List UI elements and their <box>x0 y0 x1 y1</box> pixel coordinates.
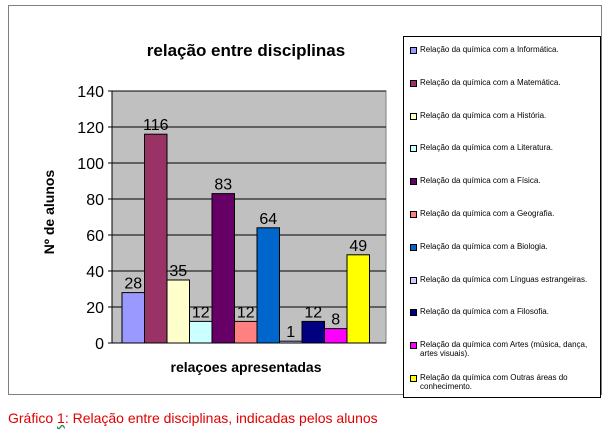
legend-swatch <box>410 145 417 153</box>
bar-value-label: 12 <box>237 304 255 321</box>
caption-number: 1 <box>57 410 65 426</box>
bar-value-label: 28 <box>124 276 142 293</box>
bar <box>324 328 348 344</box>
bar <box>211 193 235 344</box>
legend-label: Relação da química com a Matemática. <box>420 77 561 87</box>
legend-label: Relação da química com a Informática. <box>420 45 559 54</box>
legend-item: Relação da química com Outras áreas do c… <box>410 373 598 391</box>
legend-item: Relação da química com a Filosofia. <box>410 307 598 317</box>
y-tick-label: 40 <box>86 264 104 281</box>
chart-legend: Relação da química com a Informática. Rel… <box>403 36 601 398</box>
y-tick-label: 20 <box>86 300 104 317</box>
legend-label: Relação da química com a Geografia. <box>420 209 555 218</box>
bar-value-label: 12 <box>192 304 210 321</box>
legend-swatch <box>410 112 417 120</box>
y-tick-label: 100 <box>77 156 104 173</box>
legend-swatch <box>410 47 417 54</box>
chart-frame: 0 20 40 60 80 100 120 140 28 116 35 12 83 12 64 1 12 8 49 r… <box>8 5 602 398</box>
legend-label: Relação da química com Línguas estrangei… <box>420 274 588 284</box>
legend-swatch <box>410 79 417 87</box>
legend-swatch <box>410 309 417 317</box>
bar-value-label: 64 <box>259 211 277 228</box>
legend-label: Relação da química com a Filosofia. <box>420 307 549 317</box>
bar-value-label: 49 <box>349 238 367 255</box>
legend-swatch <box>410 243 417 251</box>
legend-item: Relação da química com a Geografia. <box>410 209 598 218</box>
bar-value-label: 12 <box>304 304 322 321</box>
legend-item: Relação da química com a Informática. <box>410 45 598 54</box>
bar <box>234 320 258 344</box>
bar-value-label: 83 <box>214 177 232 194</box>
y-tick-label: 80 <box>86 192 104 209</box>
bar-chart: 0 20 40 60 80 100 120 140 28 116 35 12 83 12 64 1 12 8 49 r… <box>41 41 387 375</box>
y-tick-label: 120 <box>77 120 104 137</box>
chart-title: relação entre disciplinas <box>147 41 345 60</box>
legend-swatch <box>410 375 417 382</box>
legend-swatch <box>410 276 417 284</box>
legend-item: Relação da química com a Literatura. <box>410 143 598 153</box>
bar <box>121 292 145 344</box>
legend-label: Relação da química com Outras áreas do c… <box>420 373 568 391</box>
figure-caption: Gráfico 1: Relação entre disciplinas, in… <box>8 410 378 426</box>
legend-item: Relação da química com Línguas estrangei… <box>410 275 598 284</box>
bar-value-label: 116 <box>143 117 169 134</box>
bar <box>256 227 280 344</box>
y-tick-label: 140 <box>77 84 104 101</box>
y-axis-label: Nº de alunos <box>41 170 57 255</box>
bar <box>189 320 213 344</box>
legend-item: Relação da química com a Física. <box>410 176 598 186</box>
y-tick-label: 60 <box>86 228 104 245</box>
legend-label: Relação da química com Artes (música, da… <box>420 340 588 359</box>
bar <box>279 340 303 344</box>
caption-prefix: Gráfico <box>8 410 58 426</box>
legend-item: Relação da química com a Matemática. <box>410 78 598 87</box>
legend-swatch <box>410 342 417 350</box>
bar-value-label: 1 <box>286 324 295 341</box>
bar-value-label: 35 <box>169 263 187 280</box>
legend-swatch <box>410 211 417 218</box>
legend-label: Relação da química com a Física. <box>420 176 541 186</box>
bar <box>144 133 168 344</box>
bar <box>346 254 370 344</box>
legend-label: Relação da química com a Literatura. <box>420 143 553 153</box>
legend-item: Relação da química com Artes (música, da… <box>410 340 598 358</box>
caption-text: : Relação entre disciplinas, indicadas p… <box>64 410 378 426</box>
bar <box>301 320 325 344</box>
bar <box>166 279 190 344</box>
legend-swatch <box>410 178 417 186</box>
x-axis-label: relaçoes apresentadas <box>171 359 322 375</box>
legend-item: Relação da química com a História. <box>410 111 598 120</box>
legend-label: Relação da química com a Biologia. <box>420 241 548 251</box>
legend-label: Relação da química com a História. <box>420 110 547 120</box>
bar-value-label: 8 <box>331 312 340 329</box>
y-tick-label: 0 <box>95 336 104 353</box>
legend-item: Relação da química com a Biologia. <box>410 242 598 251</box>
